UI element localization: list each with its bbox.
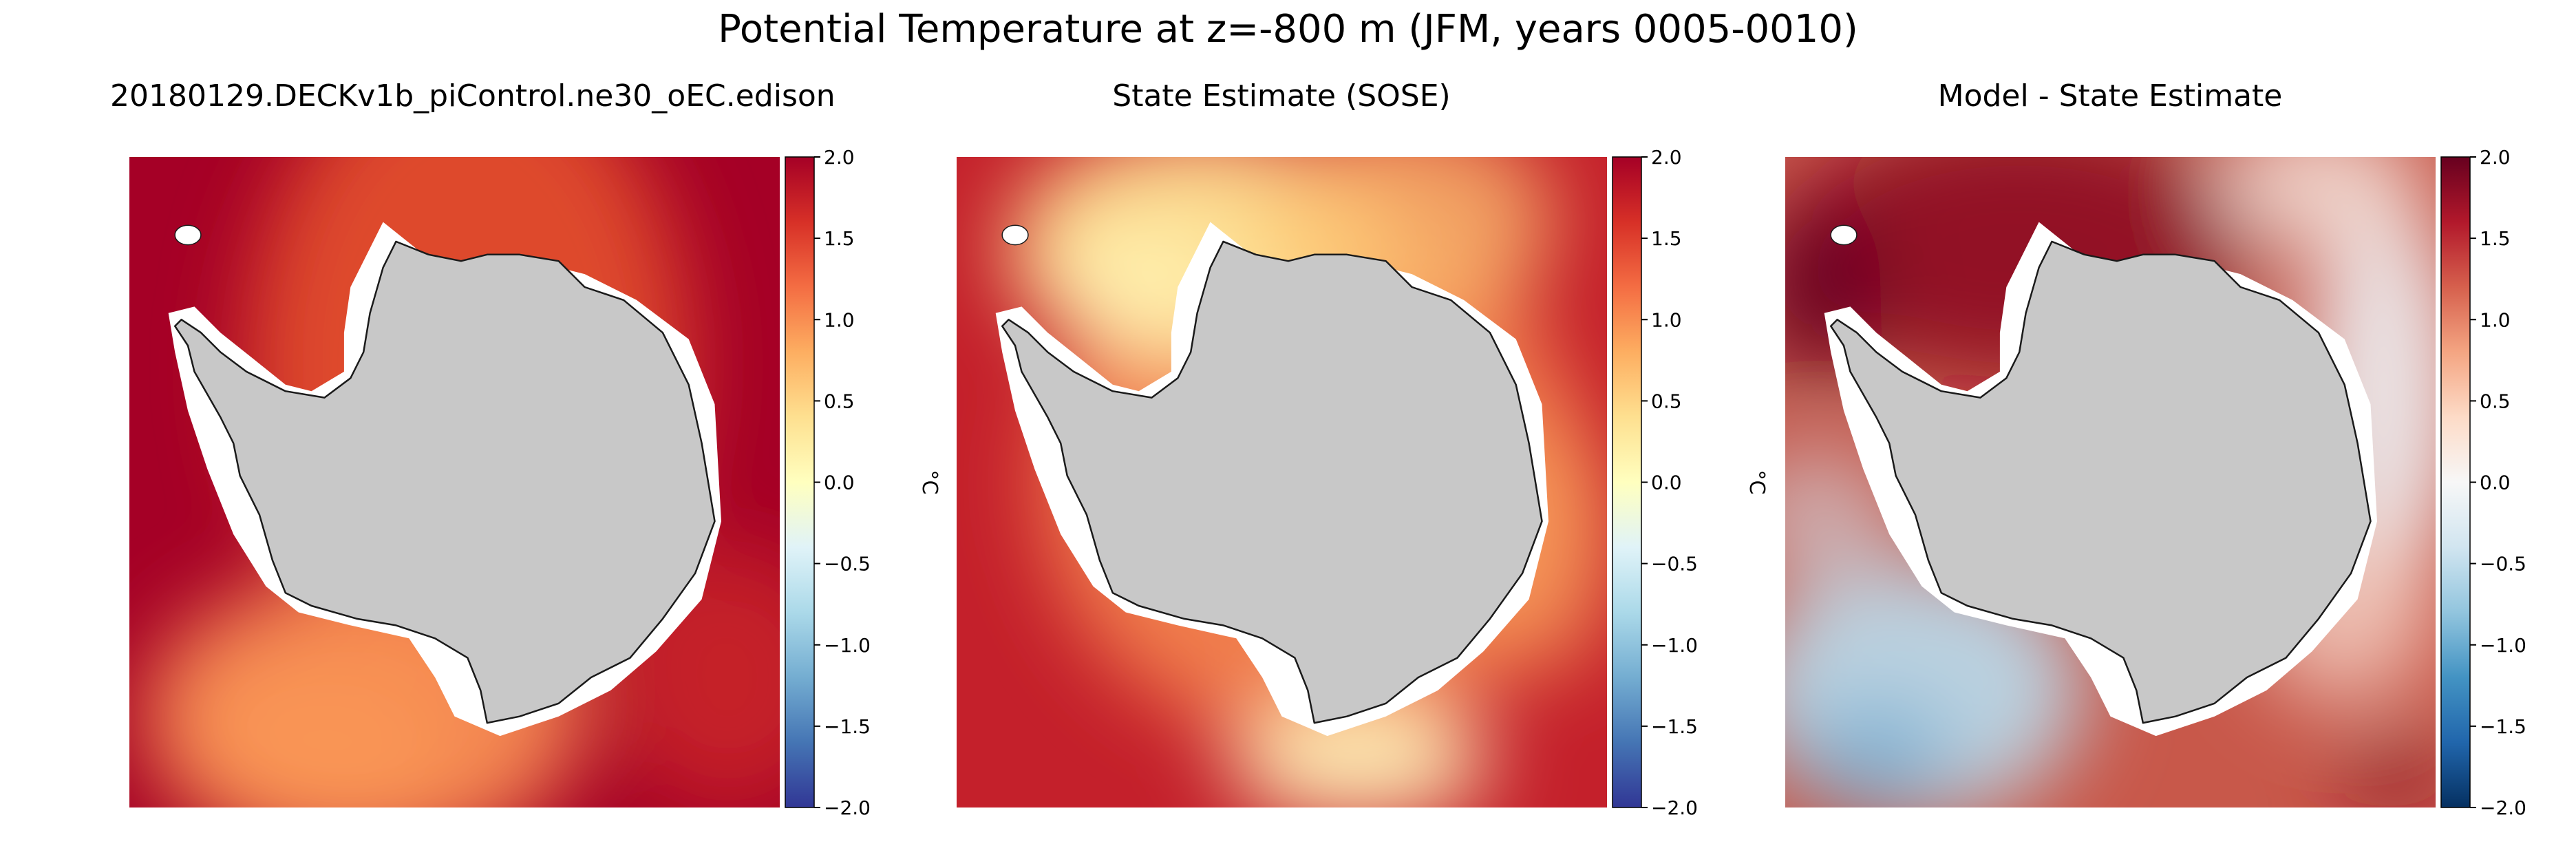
panel-title-sose: State Estimate (SOSE) [1112, 78, 1451, 114]
colorbar-tick-label: 1.5 [824, 227, 855, 250]
colorbar-tick-label: 0.5 [1651, 390, 1682, 412]
colorbar-tick-label: −2.0 [1651, 796, 1698, 819]
colorbar-tick-label: −2.0 [2480, 796, 2526, 819]
colorbar-gradient [2440, 156, 2471, 808]
island [1830, 224, 1858, 246]
island [1001, 224, 1029, 246]
colorbar-unit-label: °C [1745, 470, 1769, 495]
colorbar-tick-label: 0.5 [824, 390, 855, 412]
colorbar-difference: 2.0 1.5 1.0 0.5 0.0 −0.5 −1.0 −1.5 −2.0 °C [2440, 146, 2576, 819]
panel-title-difference: Model - State Estimate [1937, 78, 2283, 114]
antarctica-land [1001, 240, 1543, 724]
colorbar-sose: 2.0 1.5 1.0 0.5 0.0 −0.5 −1.0 −1.5 −2.0 °C [1612, 146, 1769, 819]
field-blob-3 [2214, 157, 2423, 249]
colorbar-tick-label: 2.0 [1651, 146, 1682, 169]
map-panel-difference [1785, 157, 2436, 807]
antarctica-land [173, 240, 716, 724]
colorbar-tick-label: −1.0 [824, 634, 871, 657]
field-blob-5 [1798, 703, 1955, 807]
antarctica-land [1829, 240, 2372, 724]
map-panel-sose [957, 157, 1607, 807]
island [174, 224, 202, 246]
colorbar-tick-label: −1.5 [824, 715, 871, 738]
colorbar-tick-label: 1.0 [2480, 308, 2511, 331]
figure-title: Potential Temperature at z=-800 m (JFM, … [718, 7, 1858, 52]
field-blob-4 [1229, 703, 1490, 807]
colorbar-tick-label: −0.5 [824, 553, 871, 576]
colorbar-model: 2.0 1.5 1.0 0.5 0.0 −0.5 −1.0 −1.5 −2.0 °C [785, 146, 941, 819]
colorbar-tick-label: −0.5 [1651, 553, 1698, 576]
colorbar-gradient [785, 156, 815, 808]
colorbar-tick-label: 1.0 [1651, 308, 1682, 331]
colorbar-tick-label: 0.0 [1651, 472, 1682, 494]
colorbar-tick-label: −0.5 [2480, 553, 2526, 576]
field-blob-8 [2344, 736, 2436, 807]
colorbar-unit-label: °C [2573, 470, 2576, 495]
colorbar-tick-label: 1.0 [824, 308, 855, 331]
colorbar-tick-label: −2.0 [824, 796, 871, 819]
colorbar-tick-label: 2.0 [824, 146, 855, 169]
field-blob-2 [194, 651, 455, 807]
colorbar-tick-label: 2.0 [2480, 146, 2511, 169]
colorbar-tick-label: −1.0 [2480, 634, 2526, 657]
colorbar-tick-label: −1.5 [1651, 715, 1698, 738]
colorbar-tick-label: 0.0 [824, 472, 855, 494]
colorbar-gradient [1612, 156, 1642, 808]
colorbar-tick-label: 0.5 [2480, 390, 2511, 412]
field-blob-6 [1785, 450, 1896, 580]
map-panel-model [129, 157, 780, 807]
colorbar-tick-label: 1.5 [2480, 227, 2511, 250]
colorbar-tick-label: 0.0 [2480, 472, 2511, 494]
colorbar-tick-label: 1.5 [1651, 227, 1682, 250]
panel-title-model: 20180129.DECKv1b_piControl.ne30_oEC.edis… [110, 78, 835, 114]
colorbar-tick-label: −1.0 [1651, 634, 1698, 657]
colorbar-tick-label: −1.5 [2480, 715, 2526, 738]
colorbar-unit-label: °C [917, 470, 941, 495]
